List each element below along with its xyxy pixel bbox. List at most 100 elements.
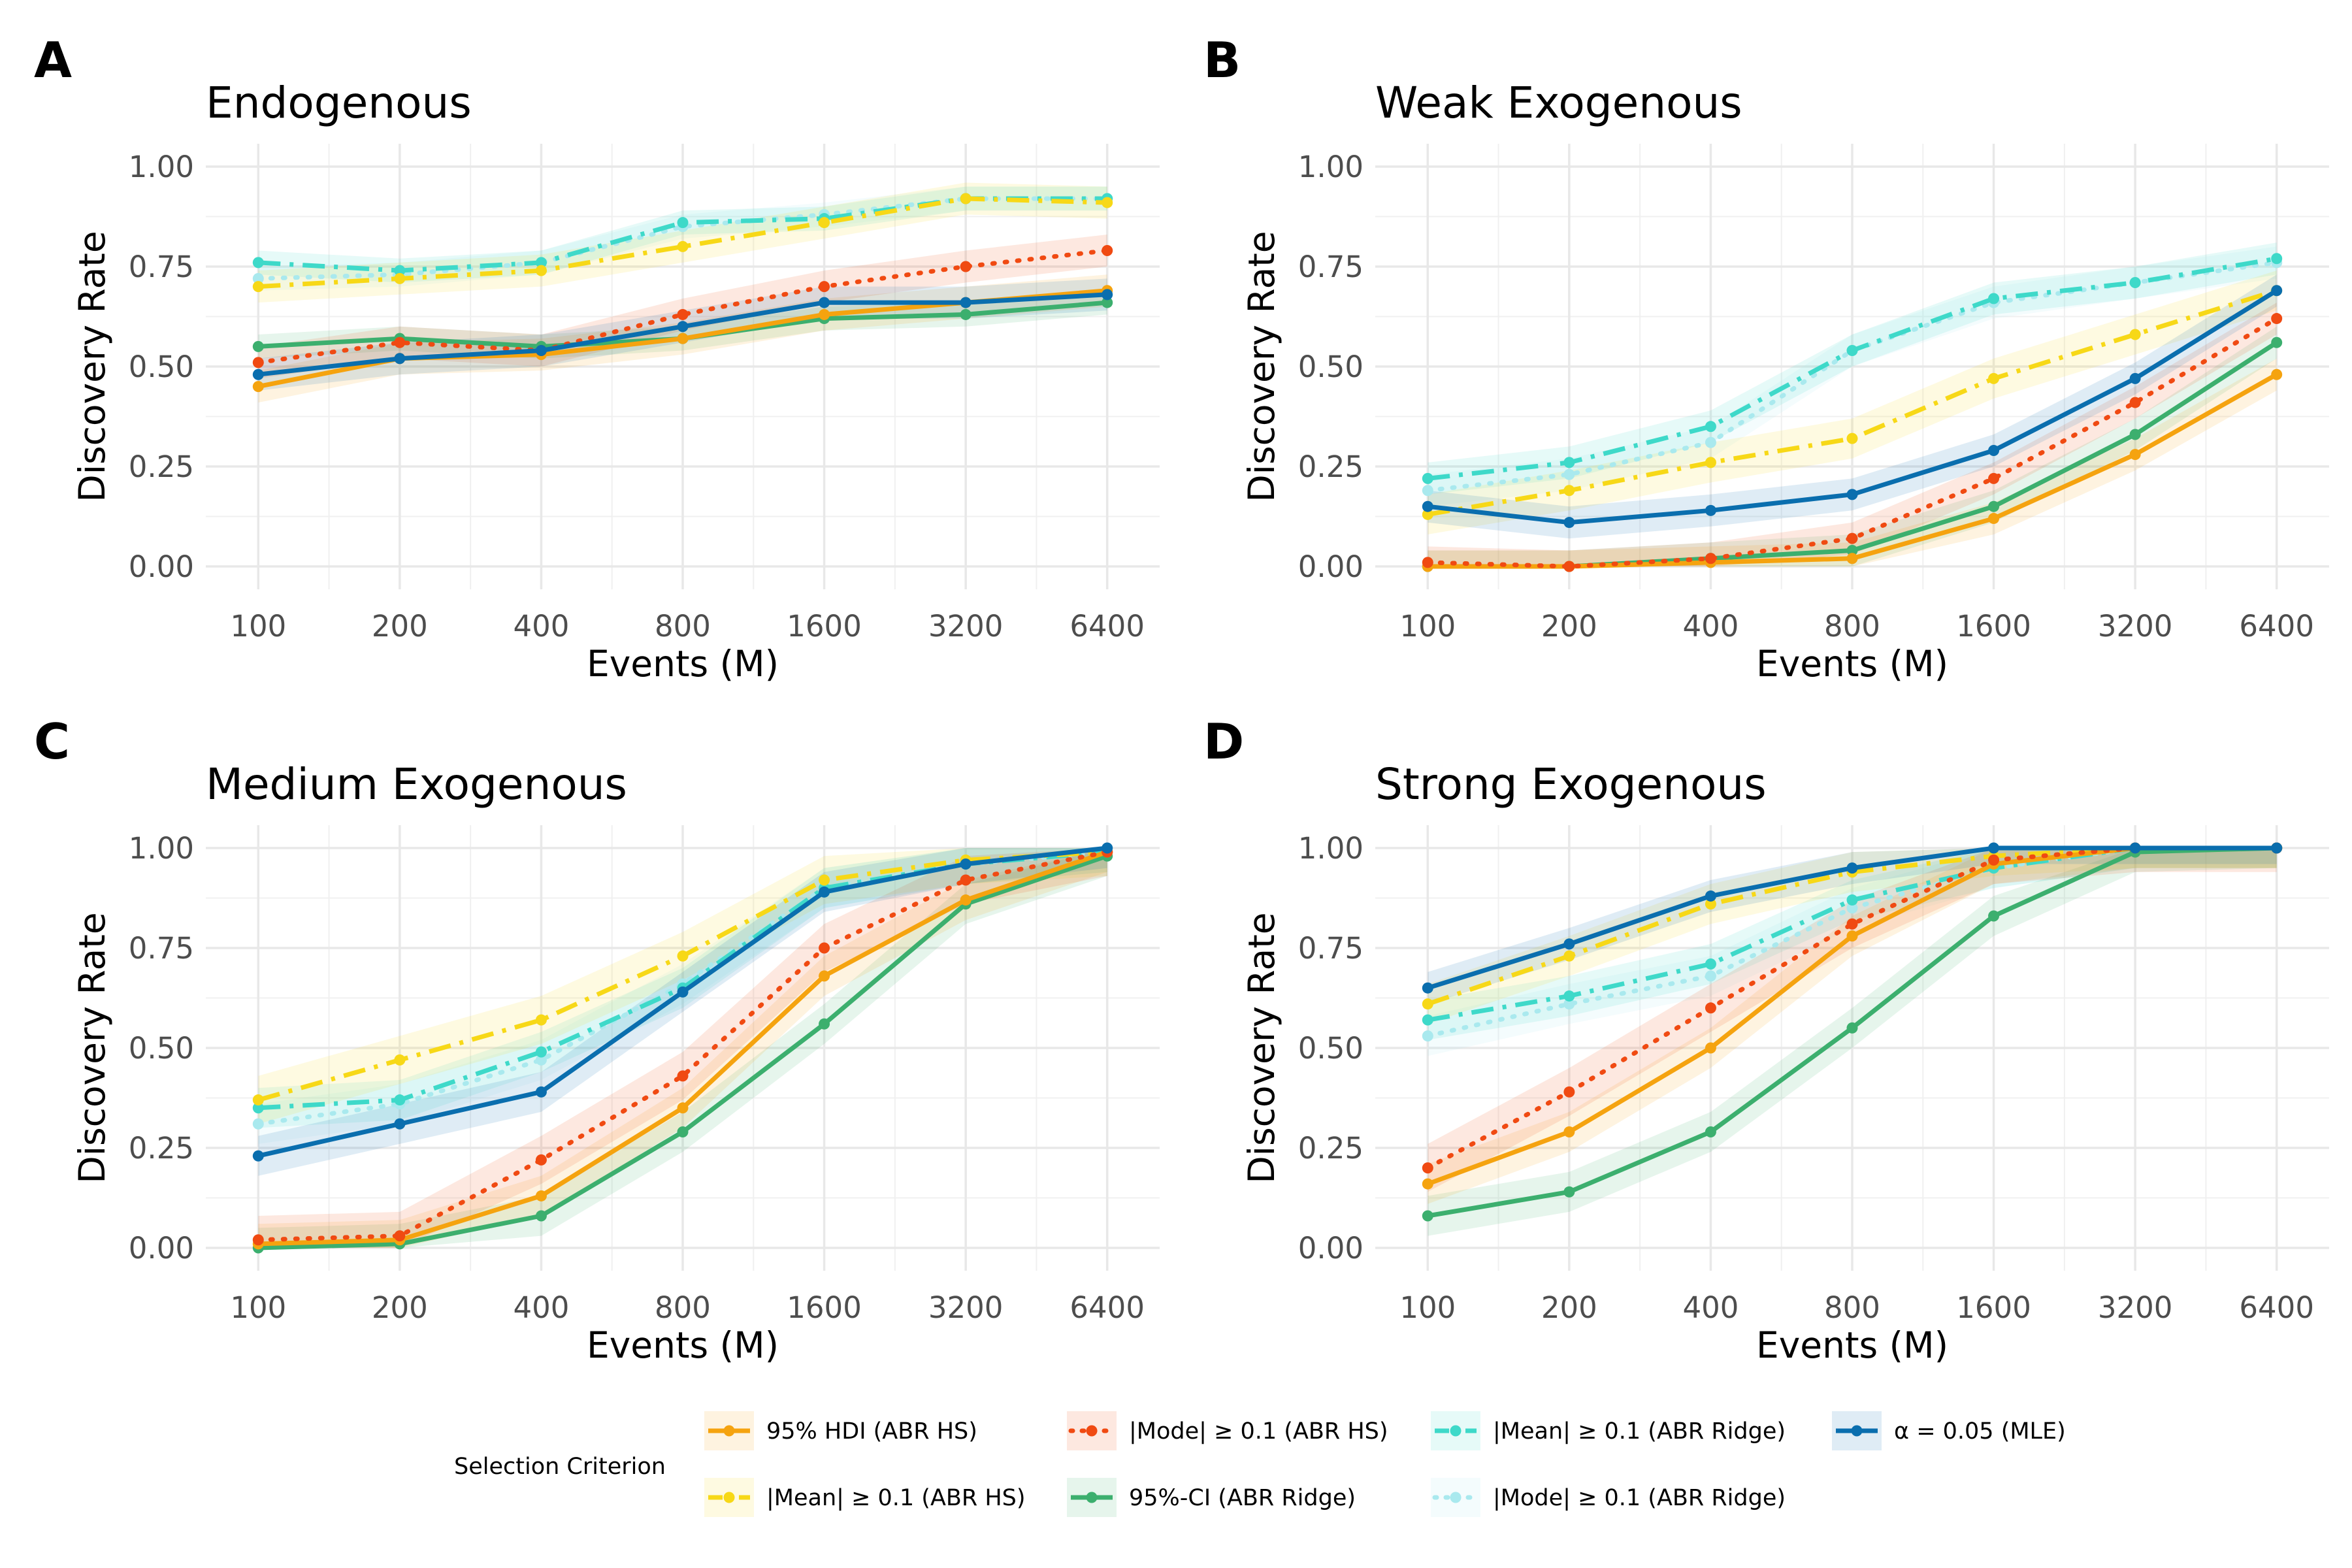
panel-d-point-95-hdi-abr-hs [1563,1126,1575,1138]
panel-b-x-tick-label: 200 [1541,609,1597,644]
panel-c-point-mode-0-1-abr-ridge [252,1118,264,1130]
panel-a-point-mean-0-1-abr-hs [1102,197,1113,208]
panel-b-point-95-ci-abr-ridge [1846,545,1858,557]
legend-title: Selection Criterion [454,1454,666,1480]
panel-d-point-mode-0-1-abr-ridge [1846,902,1858,914]
legend-label: |Mode| ≥ 0.1 (ABR Ridge) [1493,1485,1786,1511]
panel-b-point-mean-0-1-abr-hs [1422,508,1433,520]
panel-d-point-mean-0-1-abr-hs [1563,950,1575,962]
panel-c-x-tick-label: 200 [372,1290,428,1325]
panel-d-x-tick-label: 100 [1399,1290,1456,1325]
panel-a-x-tick-label: 3200 [928,609,1004,644]
panel-a-point-mode-0-1-abr-ridge [252,272,264,284]
panel-b-point-0-05-mle [1563,517,1575,529]
panel-d-y-tick-label: 0.00 [1298,1231,1364,1266]
panel-d-point-0-05-mle [1422,982,1433,994]
panel-b-point-mean-0-1-abr-ridge [1422,472,1433,484]
panel-b-point-mode-0-1-abr-hs [2129,397,2141,408]
panel-d-point-0-05-mle [1705,890,1716,902]
legend-label: |Mean| ≥ 0.1 (ABR HS) [766,1485,1026,1511]
legend-key-point [1450,1425,1462,1437]
panel-b-point-0-05-mle [1705,504,1716,516]
panel-d-y-tick-label: 1.00 [1298,831,1364,866]
panel-d-point-95-hdi-abr-hs [1846,930,1858,942]
panel-c-point-95-ci-abr-ridge [677,1126,689,1138]
panel-a-point-95-hdi-abr-hs [252,381,264,393]
panel-b-point-0-05-mle [2271,285,2283,297]
panel-d-point-95-hdi-abr-hs [1705,1042,1716,1054]
panel-c-point-mean-0-1-abr-hs [677,950,689,962]
panel-a-point-0-05-mle [535,345,547,357]
panel-a-point-0-05-mle [960,297,972,308]
legend: Selection Criterion 95% HDI (ABR HS) |Mode… [454,1411,2066,1517]
panel-a-point-0-05-mle [1102,289,1113,301]
legend-item-95-hdi-abr-hs: 95% HDI (ABR HS) [704,1411,977,1450]
panel-c-point-95-ci-abr-ridge [535,1210,547,1222]
panel-d-y-tick-label: 0.50 [1298,1031,1364,1066]
panel-a-point-95-ci-abr-ridge [960,308,972,320]
panel-d-x-tick-label: 400 [1682,1290,1739,1325]
panel-a-point-0-05-mle [394,353,406,365]
legend-item-mode-0-1-abr-ridge: |Mode| ≥ 0.1 (ABR Ridge) [1431,1478,1786,1517]
panel-c-point-95-hdi-abr-hs [960,894,972,906]
panel-a-point-mean-0-1-abr-ridge [535,257,547,269]
panel-c-point-mean-0-1-abr-ridge [252,1102,264,1114]
panel-d-x-tick-label: 6400 [2239,1290,2314,1325]
legend-key-point [1851,1425,1863,1437]
panel-c-y-tick-label: 0.00 [129,1231,194,1266]
legend-label: |Mode| ≥ 0.1 (ABR HS) [1129,1418,1388,1445]
panel-b-y-tick-label: 0.25 [1298,449,1364,484]
panel-d-point-mean-0-1-abr-ridge [1846,894,1858,906]
panel-a-point-mode-0-1-abr-hs [1102,245,1113,257]
panel-c-point-mode-0-1-abr-ridge [535,1054,547,1066]
panel-c-point-0-05-mle [535,1086,547,1098]
panel-d-point-mean-0-1-abr-ridge [1422,1014,1433,1026]
panel-d-point-mode-0-1-abr-hs [1422,1162,1433,1174]
panel-a-y-axis-title: Discovery Rate [71,231,113,502]
panel-d-y-tick-label: 0.75 [1298,931,1364,966]
panel-d-point-95-ci-abr-ridge [1988,910,2000,922]
panel-c-point-0-05-mle [819,886,830,898]
panel-d-point-0-05-mle [1988,842,2000,854]
panel-c-y-tick-label: 0.25 [129,1131,194,1166]
panel-b-point-95-hdi-abr-hs [2271,368,2283,380]
panel-a-point-mean-0-1-abr-ridge [677,217,689,229]
panel-a-point-0-05-mle [677,321,689,333]
panel-a-point-mode-0-1-abr-hs [677,308,689,320]
panel-a-point-mode-0-1-abr-hs [819,281,830,293]
panel-d-point-mode-0-1-abr-hs [1563,1086,1575,1098]
panel-b-point-0-05-mle [1422,500,1433,512]
panel-d-x-tick-label: 800 [1824,1290,1880,1325]
legend-item-0-05-mle: α = 0.05 (MLE) [1832,1411,2066,1450]
legend-item-mean-0-1-abr-hs: |Mean| ≥ 0.1 (ABR HS) [704,1478,1026,1517]
panel-b-point-95-hdi-abr-hs [1846,553,1858,564]
panel-a-point-mean-0-1-abr-hs [677,240,689,252]
panel-d-point-mean-0-1-abr-ridge [1563,990,1575,1002]
panel-d-band-95-ci-abr-ridge [1428,848,2277,1236]
panel-c-band-95-hdi-abr-hs [258,848,1107,1248]
panel-c-y-axis-title: Discovery Rate [71,912,113,1183]
panel-a-x-tick-label: 1600 [787,609,862,644]
legend-label: 95% HDI (ABR HS) [766,1418,977,1445]
panel-c-x-tick-label: 6400 [1070,1290,1145,1325]
panel-d-point-mode-0-1-abr-ridge [1563,998,1575,1010]
panel-d-title: Strong Exogenous [1375,759,1767,809]
panel-d-x-axis-title: Events (M) [1756,1324,1948,1366]
legend-item-mean-0-1-abr-ridge: |Mean| ≥ 0.1 (ABR Ridge) [1431,1411,1786,1450]
panel-b-point-0-05-mle [2129,372,2141,384]
panel-b-grid [1375,144,2329,589]
legend-label: α = 0.05 (MLE) [1894,1418,2066,1445]
panel-b-y-axis-title: Discovery Rate [1241,231,1282,502]
panel-d-point-0-05-mle [1846,862,1858,874]
panel-b-band-95-hdi-abr-hs [1428,358,2277,566]
panel-a-y-tick-label: 0.75 [129,250,194,284]
panel-d-x-tick-label: 200 [1541,1290,1597,1325]
panel-b-x-tick-label: 3200 [2098,609,2173,644]
panel-b-point-95-ci-abr-ridge [1988,500,2000,512]
panel-a-x-tick-label: 6400 [1070,609,1145,644]
panel-b-point-mode-0-1-abr-hs [1705,553,1716,564]
panel-a-title: Endogenous [206,78,472,128]
panel-c-series [252,842,1113,1254]
